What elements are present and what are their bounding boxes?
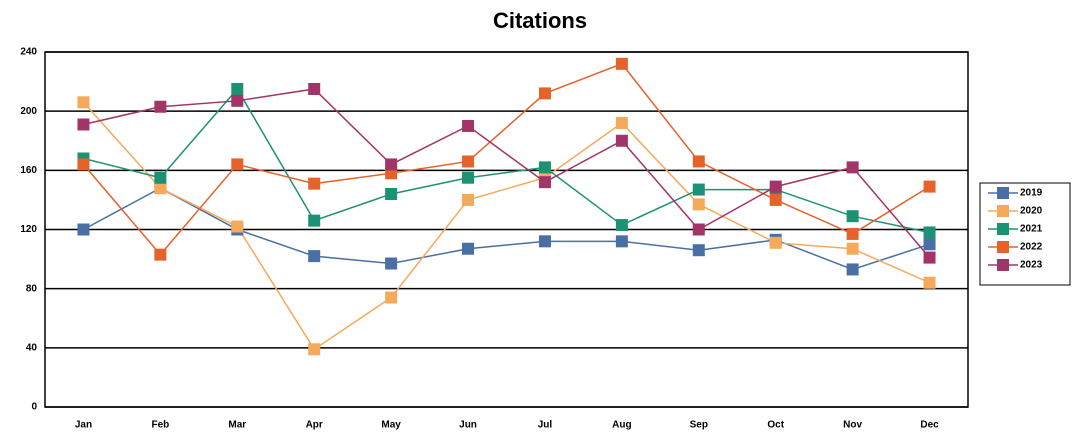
data-point — [308, 214, 321, 227]
data-point — [462, 119, 475, 132]
legend-label: 2020 — [1020, 206, 1043, 217]
x-tick-label: Feb — [151, 420, 169, 431]
data-point — [231, 94, 244, 107]
x-tick-label: Jun — [459, 420, 477, 431]
y-tick-label: 80 — [26, 283, 38, 294]
legend-swatch — [997, 223, 1009, 235]
data-point — [77, 158, 90, 171]
x-tick-label: Apr — [306, 420, 323, 431]
legend-box — [979, 182, 1071, 286]
series-line — [82, 101, 930, 351]
series-line — [82, 62, 930, 256]
x-tick-label: May — [381, 420, 401, 431]
x-tick-label: Nov — [843, 420, 862, 431]
data-point — [154, 100, 167, 113]
data-point — [154, 182, 167, 195]
data-point — [385, 188, 398, 200]
data-point — [538, 176, 551, 189]
data-point — [692, 155, 705, 168]
data-point — [538, 161, 551, 174]
data-point — [615, 235, 628, 248]
data-point — [615, 219, 628, 232]
legend-label: 2022 — [1020, 242, 1043, 253]
x-tick-label: Oct — [767, 420, 784, 431]
legend-label: 2021 — [1020, 224, 1043, 235]
data-point — [231, 158, 244, 171]
data-point — [846, 210, 859, 223]
data-point — [692, 183, 705, 196]
legend-swatch — [997, 205, 1009, 217]
data-point — [462, 242, 475, 255]
y-tick-label: 40 — [26, 342, 38, 353]
y-tick-label: 120 — [20, 224, 37, 235]
data-point — [462, 171, 475, 184]
data-point — [308, 82, 321, 95]
data-point — [615, 134, 628, 147]
data-point — [462, 155, 475, 168]
series-line — [83, 88, 931, 259]
x-tick-label: Aug — [612, 420, 631, 431]
y-tick-label: 200 — [20, 106, 37, 117]
data-point — [77, 118, 90, 131]
legend-label: 2023 — [1020, 260, 1043, 271]
data-point — [77, 223, 90, 236]
legend-swatch — [997, 187, 1009, 199]
y-tick-label: 160 — [20, 165, 37, 176]
data-point — [923, 276, 936, 289]
data-point — [846, 242, 859, 255]
data-point — [615, 57, 628, 70]
data-point — [692, 244, 705, 257]
data-point — [385, 158, 398, 171]
data-point — [154, 171, 167, 184]
data-point — [846, 263, 859, 276]
plot-frame — [44, 51, 969, 408]
data-point — [308, 177, 321, 190]
data-point — [692, 223, 705, 236]
data-point — [615, 117, 628, 129]
y-tick-label: 240 — [20, 47, 37, 58]
data-point — [385, 291, 398, 304]
series-line — [83, 87, 930, 234]
x-tick-label: Jan — [75, 420, 92, 431]
data-point — [769, 180, 782, 193]
x-tick-label: Sep — [690, 420, 708, 431]
data-point — [385, 257, 398, 270]
chart-title: Citations — [493, 8, 587, 33]
data-point — [231, 220, 244, 233]
data-point — [923, 180, 936, 193]
legend-swatch — [997, 241, 1009, 253]
data-point — [308, 250, 321, 263]
data-point — [154, 248, 167, 261]
x-tick-label: Jul — [538, 420, 553, 431]
legend-label: 2019 — [1020, 188, 1043, 199]
data-point — [846, 161, 859, 174]
data-point — [538, 87, 551, 100]
data-point — [846, 227, 859, 240]
data-point — [538, 235, 551, 248]
x-tick-label: Mar — [228, 420, 246, 431]
x-tick-label: Dec — [920, 420, 939, 431]
data-point — [308, 343, 321, 356]
data-point — [231, 82, 244, 95]
data-point — [692, 198, 705, 211]
data-point — [923, 251, 936, 264]
data-point — [923, 226, 936, 239]
series-line — [83, 187, 930, 271]
data-point — [77, 96, 90, 109]
data-point — [923, 238, 936, 251]
data-point — [769, 236, 782, 249]
data-point — [769, 193, 782, 206]
data-point — [462, 193, 475, 206]
legend-swatch — [997, 259, 1009, 271]
y-tick-label: 0 — [31, 402, 37, 413]
